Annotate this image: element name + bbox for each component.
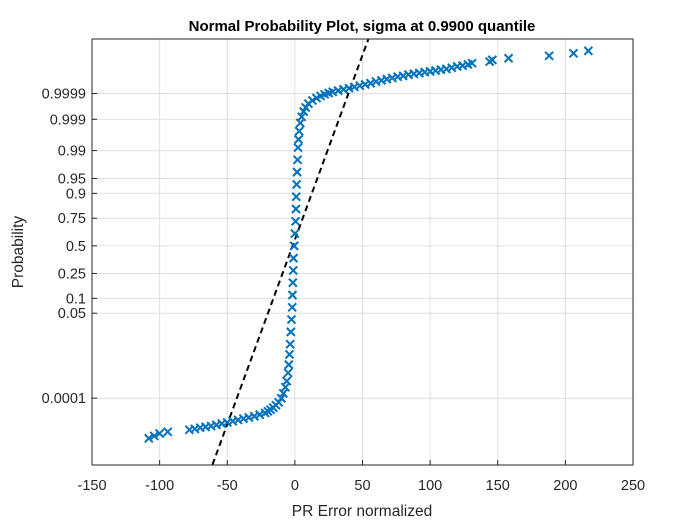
x-tick-label: -150 [77, 478, 106, 494]
data-point [149, 431, 159, 441]
x-tick-label: 150 [486, 478, 510, 494]
x-tick-label: -50 [217, 478, 238, 494]
data-point [293, 142, 303, 153]
x-tick-label: 0 [291, 478, 299, 494]
fit-line-layer [211, 39, 370, 465]
data-point [154, 428, 165, 439]
data-point [286, 314, 297, 325]
data-point [568, 48, 579, 59]
tick-labels: -150 -100 -50 0 50 100 150 200 250 0.0001 0.050.1 0… [42, 87, 645, 494]
y-tick-label: 0.1 [66, 291, 86, 307]
x-tick-label: 250 [621, 478, 645, 494]
chart-title: Normal Probability Plot, sigma at 0.9900… [189, 18, 536, 35]
data-point [287, 302, 297, 313]
y-tick-label: 0.75 [58, 211, 86, 227]
x-tick-label: 50 [354, 478, 370, 494]
data-point [365, 78, 376, 88]
data-markers [144, 46, 594, 444]
data-point [163, 427, 173, 437]
data-point [291, 179, 302, 190]
data-point [278, 388, 289, 399]
y-tick-label: 0.999 [50, 112, 86, 128]
data-point [292, 155, 303, 165]
data-point [255, 409, 265, 420]
data-point [288, 253, 299, 263]
y-axis-title: Probability [10, 216, 27, 289]
data-point [283, 368, 293, 378]
axes [91, 38, 634, 466]
data-point [286, 327, 296, 337]
data-point [276, 393, 287, 403]
data-point [287, 290, 298, 300]
y-tick-label: 0.95 [58, 171, 86, 187]
y-tick-label: 0.99 [58, 144, 86, 160]
data-point [288, 265, 298, 276]
data-point [293, 134, 304, 145]
data-point [583, 46, 594, 56]
data-point [292, 167, 302, 177]
data-point [467, 58, 477, 68]
y-tick-label: 0.5 [66, 239, 86, 255]
y-tick-label: 0.05 [58, 306, 86, 322]
x-axis-title: PR Error normalized [292, 503, 432, 520]
data-point [487, 55, 498, 65]
data-point [290, 228, 300, 239]
grid [91, 39, 634, 465]
x-tick-label: -100 [145, 478, 174, 494]
data-point [290, 216, 301, 226]
data-point [289, 241, 299, 251]
data-point [288, 278, 298, 288]
data-point [544, 51, 554, 61]
data-point [285, 339, 295, 349]
data-point [503, 53, 514, 63]
data-point [144, 433, 154, 444]
y-tick-label: 0.9 [66, 186, 86, 202]
y-tick-label: 0.0001 [42, 391, 86, 407]
data-point [291, 204, 301, 214]
data-point [282, 376, 292, 386]
x-tick-label: 200 [553, 478, 577, 494]
data-point [296, 112, 307, 122]
data-point [291, 191, 301, 202]
data-point [294, 126, 304, 136]
x-tick-label: 100 [418, 478, 442, 494]
data-point [249, 411, 260, 421]
reference-fit-line [211, 39, 370, 465]
data-point [284, 359, 294, 370]
y-tick-label: 0.9999 [42, 87, 86, 103]
y-tick-label: 0.25 [58, 266, 86, 282]
axes-box [91, 38, 634, 466]
data-point [284, 349, 295, 360]
